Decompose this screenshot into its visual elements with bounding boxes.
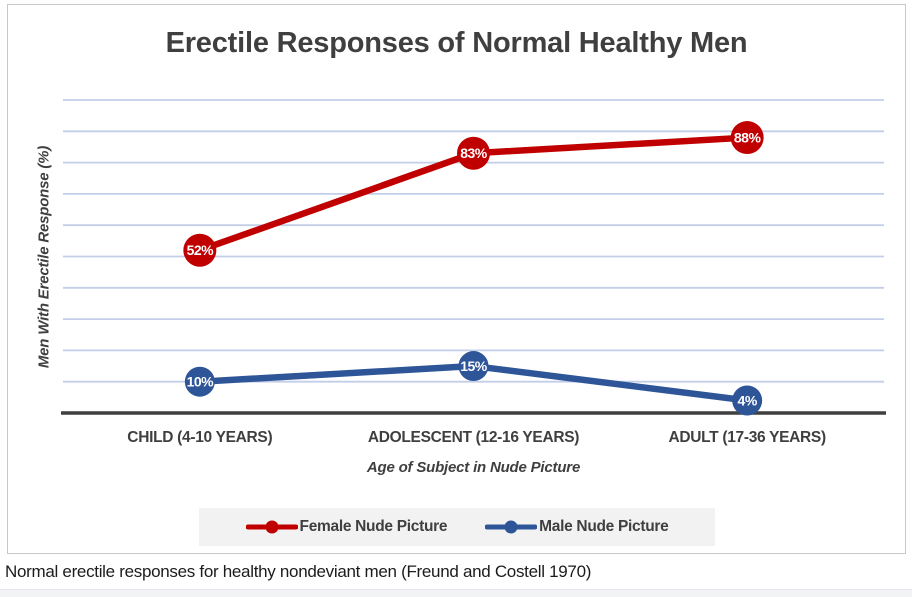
x-axis-tick-label: ADULT (17-36 YEARS): [668, 429, 826, 446]
data-point-label: 52%: [187, 242, 215, 258]
data-point-label: 83%: [460, 145, 488, 161]
chart-legend: Female Nude Picture Male Nude Picture: [199, 508, 715, 546]
legend-item: Female Nude Picture: [245, 518, 448, 536]
data-point-label: 88%: [734, 130, 762, 146]
data-point-marker: [457, 136, 490, 170]
x-axis-label: Age of Subject in Nude Picture: [366, 459, 581, 476]
page-bottom-strip: [0, 589, 912, 597]
data-point-label: 15%: [460, 358, 488, 374]
chart-figure: Erectile Responses of Normal Healthy Men…: [7, 4, 906, 554]
data-point-marker: [184, 366, 215, 397]
x-axis-tick-label: ADOLESCENT (12-16 YEARS): [368, 429, 579, 446]
legend-line-marker-icon: [485, 520, 538, 534]
chart-plot-area: 52% 83% 88% 10% 15% 4% CHILD (4-10 YEARS) ADOLE…: [61, 99, 886, 446]
data-point-marker: [732, 385, 763, 416]
legend-line-marker-icon: [245, 520, 298, 534]
data-point-label: 10%: [187, 374, 215, 390]
data-point-marker: [183, 233, 217, 267]
x-axis-tick-label: CHILD (4-10 YEARS): [127, 429, 272, 446]
legend-label: Female Nude Picture: [299, 518, 448, 535]
legend-item: Male Nude Picture: [485, 518, 669, 536]
figure-caption: Normal erectile responses for healthy no…: [0, 555, 912, 589]
data-point-label: 4%: [738, 392, 758, 408]
data-point-marker: [458, 351, 489, 382]
legend-label: Male Nude Picture: [539, 518, 669, 535]
chart-title: Erectile Responses of Normal Healthy Men: [165, 27, 748, 59]
data-point-marker: [730, 121, 764, 155]
